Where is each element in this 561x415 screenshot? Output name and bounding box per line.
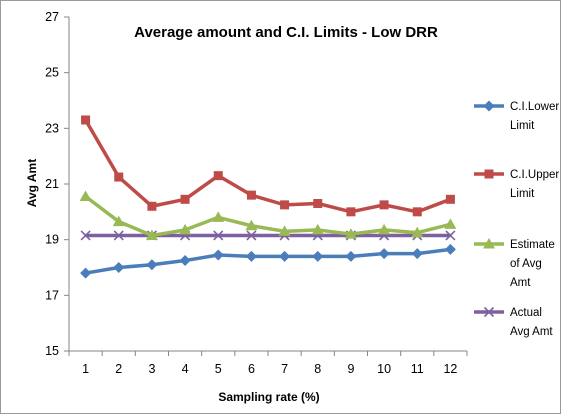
- legend-label: of Avg: [510, 258, 542, 270]
- legend-label: Limit: [510, 188, 535, 200]
- x-tick-label: 1: [82, 362, 89, 376]
- y-tick-label: 15: [45, 344, 59, 358]
- series-line: [85, 247, 451, 275]
- legend-label: Limit: [510, 120, 535, 132]
- data-point: [213, 230, 224, 241]
- data-point: [444, 243, 456, 255]
- data-point: [245, 250, 257, 262]
- data-point: [212, 211, 225, 222]
- legend-label: C.I.Lower: [510, 101, 559, 113]
- data-point: [79, 190, 92, 202]
- data-point: [483, 100, 495, 112]
- y-tick-label: 21: [45, 177, 59, 191]
- legend: C.I.Lower Limit C.I.Upper Limit Estimate of A…: [474, 100, 559, 338]
- data-point-stroke: [113, 230, 124, 241]
- data-point: [179, 255, 191, 267]
- data-point-stroke: [445, 230, 456, 241]
- legend-label: Estimate: [510, 239, 555, 251]
- data-point: [412, 207, 422, 217]
- data-point: [444, 218, 457, 229]
- data-point: [483, 306, 495, 318]
- data-point: [213, 171, 223, 181]
- data-point-stroke: [80, 230, 91, 241]
- legend-entry-4: Actual Avg Amt: [474, 306, 553, 338]
- series-layer: [79, 115, 457, 279]
- x-tick-label: 7: [281, 362, 288, 376]
- data-point: [145, 229, 158, 240]
- x-tick-label: 6: [248, 362, 255, 376]
- data-point: [411, 226, 424, 238]
- data-point: [113, 262, 125, 273]
- data-point: [112, 215, 125, 227]
- data-point: [246, 190, 256, 200]
- chart-title: Average amount and C.I. Limits - Low DRR: [134, 24, 438, 41]
- legend-label: Avg Amt: [510, 326, 553, 338]
- series-1: [80, 243, 456, 279]
- data-point: [80, 267, 92, 279]
- legend-label: Amt: [510, 277, 531, 289]
- data-point: [80, 230, 91, 241]
- data-point: [280, 200, 290, 210]
- data-point: [278, 225, 291, 236]
- data-point: [411, 248, 423, 260]
- data-point-stroke: [213, 230, 224, 241]
- x-tick-label: 3: [148, 362, 155, 376]
- y-tick-label: 23: [45, 121, 59, 135]
- data-point-stroke: [246, 230, 257, 241]
- data-point: [146, 259, 158, 271]
- data-point: [483, 238, 495, 249]
- y-tick-label: 27: [45, 10, 59, 24]
- legend-entry-1: C.I.Lower Limit: [474, 100, 559, 132]
- data-point: [484, 169, 494, 179]
- data-point: [245, 219, 258, 231]
- data-point: [445, 194, 455, 204]
- x-tick-label: 8: [314, 362, 321, 376]
- y-tick-label: 25: [45, 66, 59, 80]
- x-tick-label: 4: [182, 362, 189, 376]
- data-point: [279, 250, 291, 262]
- x-tick-label: 5: [215, 362, 222, 376]
- data-point: [379, 200, 389, 210]
- x-tick-label: 2: [115, 362, 122, 376]
- data-point: [313, 198, 323, 208]
- data-point: [378, 223, 391, 235]
- data-point: [212, 249, 224, 261]
- data-point: [378, 248, 390, 260]
- data-point-stroke: [483, 306, 495, 318]
- data-point: [113, 230, 124, 241]
- data-point: [311, 223, 324, 235]
- y-axis-title: Avg Amt: [25, 159, 39, 207]
- data-point: [344, 228, 357, 239]
- data-point: [179, 223, 192, 235]
- data-point: [81, 115, 91, 125]
- series-line: [84, 195, 451, 238]
- x-tick-label: 9: [347, 362, 354, 376]
- y-tick-label: 17: [45, 288, 59, 302]
- legend-entry-2: C.I.Upper Limit: [474, 169, 559, 200]
- data-point: [312, 250, 324, 262]
- x-tick-label: 12: [443, 362, 457, 376]
- data-point: [114, 172, 124, 182]
- x-tick-label: 11: [411, 362, 424, 376]
- data-point: [445, 230, 456, 241]
- data-point: [346, 207, 356, 217]
- x-axis-title: Sampling rate (%): [218, 390, 319, 404]
- series-3: [79, 190, 457, 240]
- data-point: [180, 194, 190, 204]
- legend-label: C.I.Upper: [510, 169, 559, 181]
- data-point: [147, 201, 157, 211]
- data-point: [345, 250, 357, 262]
- x-tick-label: 10: [377, 362, 391, 376]
- y-tick-label: 19: [45, 233, 59, 247]
- data-point: [246, 230, 257, 241]
- legend-entry-3: Estimate of Avg Amt: [474, 238, 555, 289]
- legend-label: Actual: [510, 307, 542, 319]
- series-line: [84, 119, 452, 214]
- series-2: [81, 115, 455, 217]
